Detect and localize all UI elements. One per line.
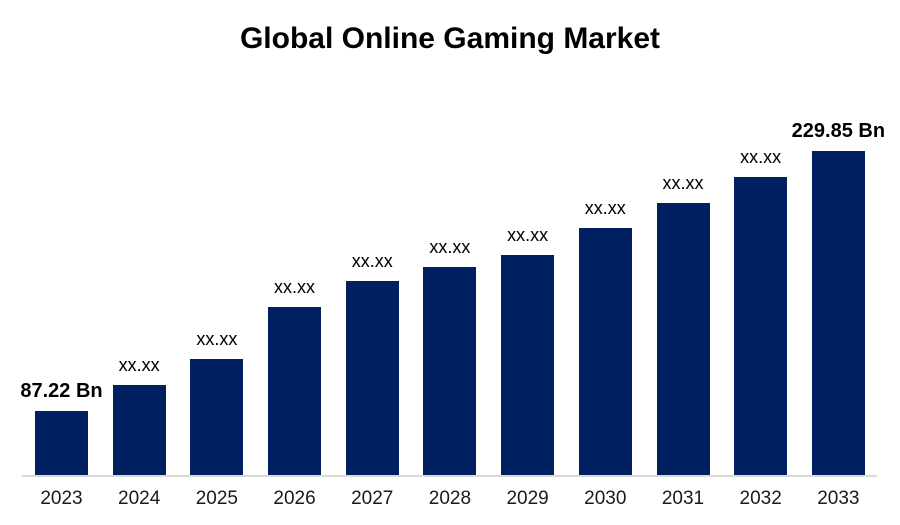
bar-2027: xx.xx (345, 251, 399, 475)
bar-value-label-2032: xx.xx (740, 147, 782, 168)
x-axis-label-2031: 2031 (661, 488, 705, 509)
bar-2030: xx.xx (578, 198, 632, 475)
x-axis-label-2025: 2025 (195, 488, 239, 509)
bar-2023: 87.22 Bn (20, 380, 103, 475)
bar-value-label-2029: xx.xx (507, 225, 549, 246)
x-axis-label-2033: 2033 (817, 488, 860, 509)
bar-2031: xx.xx (656, 173, 710, 475)
x-axis-line (22, 475, 877, 477)
x-axis-label-2028: 2028 (428, 488, 472, 509)
bar-2025: xx.xx (190, 329, 244, 475)
x-axis-labels: 2023 2024 2025 2026 2027 2028 2029 2030 2031 2032… (35, 488, 865, 510)
bar-value-label-2028: xx.xx (429, 237, 471, 258)
x-axis-label-2027: 2027 (351, 488, 394, 509)
bar-value-label-2031: xx.xx (662, 173, 704, 194)
bar-2024: xx.xx (112, 355, 166, 475)
bar-value-label-2024: xx.xx (118, 355, 160, 376)
x-axis-label-2030: 2030 (584, 488, 627, 509)
bar-value-label-2033: 229.85 Bn (791, 120, 886, 142)
x-axis-label-2023: 2023 (40, 488, 83, 509)
x-axis-label-2029: 2029 (506, 488, 549, 509)
x-axis-label-2026: 2026 (273, 488, 316, 509)
bar-value-label-2030: xx.xx (584, 198, 626, 219)
bar-2032: xx.xx (734, 147, 788, 475)
bar-2033: 229.85 Bn (792, 120, 885, 475)
chart-title: Global Online Gaming Market (239, 22, 661, 55)
bar-value-label-2023: 87.22 Bn (20, 380, 103, 402)
bar-value-label-2026: xx.xx (274, 277, 316, 298)
bar-2029: xx.xx (501, 225, 555, 475)
bar-value-label-2025: xx.xx (196, 329, 238, 350)
bars: 87.22 Bn xx.xx xx.xx xx.xx xx.xx xx.xx xx.xx xx… (20, 120, 885, 475)
bar-value-label-2027: xx.xx (351, 251, 393, 272)
bar-2028: xx.xx (423, 237, 477, 475)
x-axis-label-2032: 2032 (739, 488, 782, 509)
x-axis-label-2024: 2024 (118, 488, 161, 509)
bar-2026: xx.xx (268, 277, 322, 475)
